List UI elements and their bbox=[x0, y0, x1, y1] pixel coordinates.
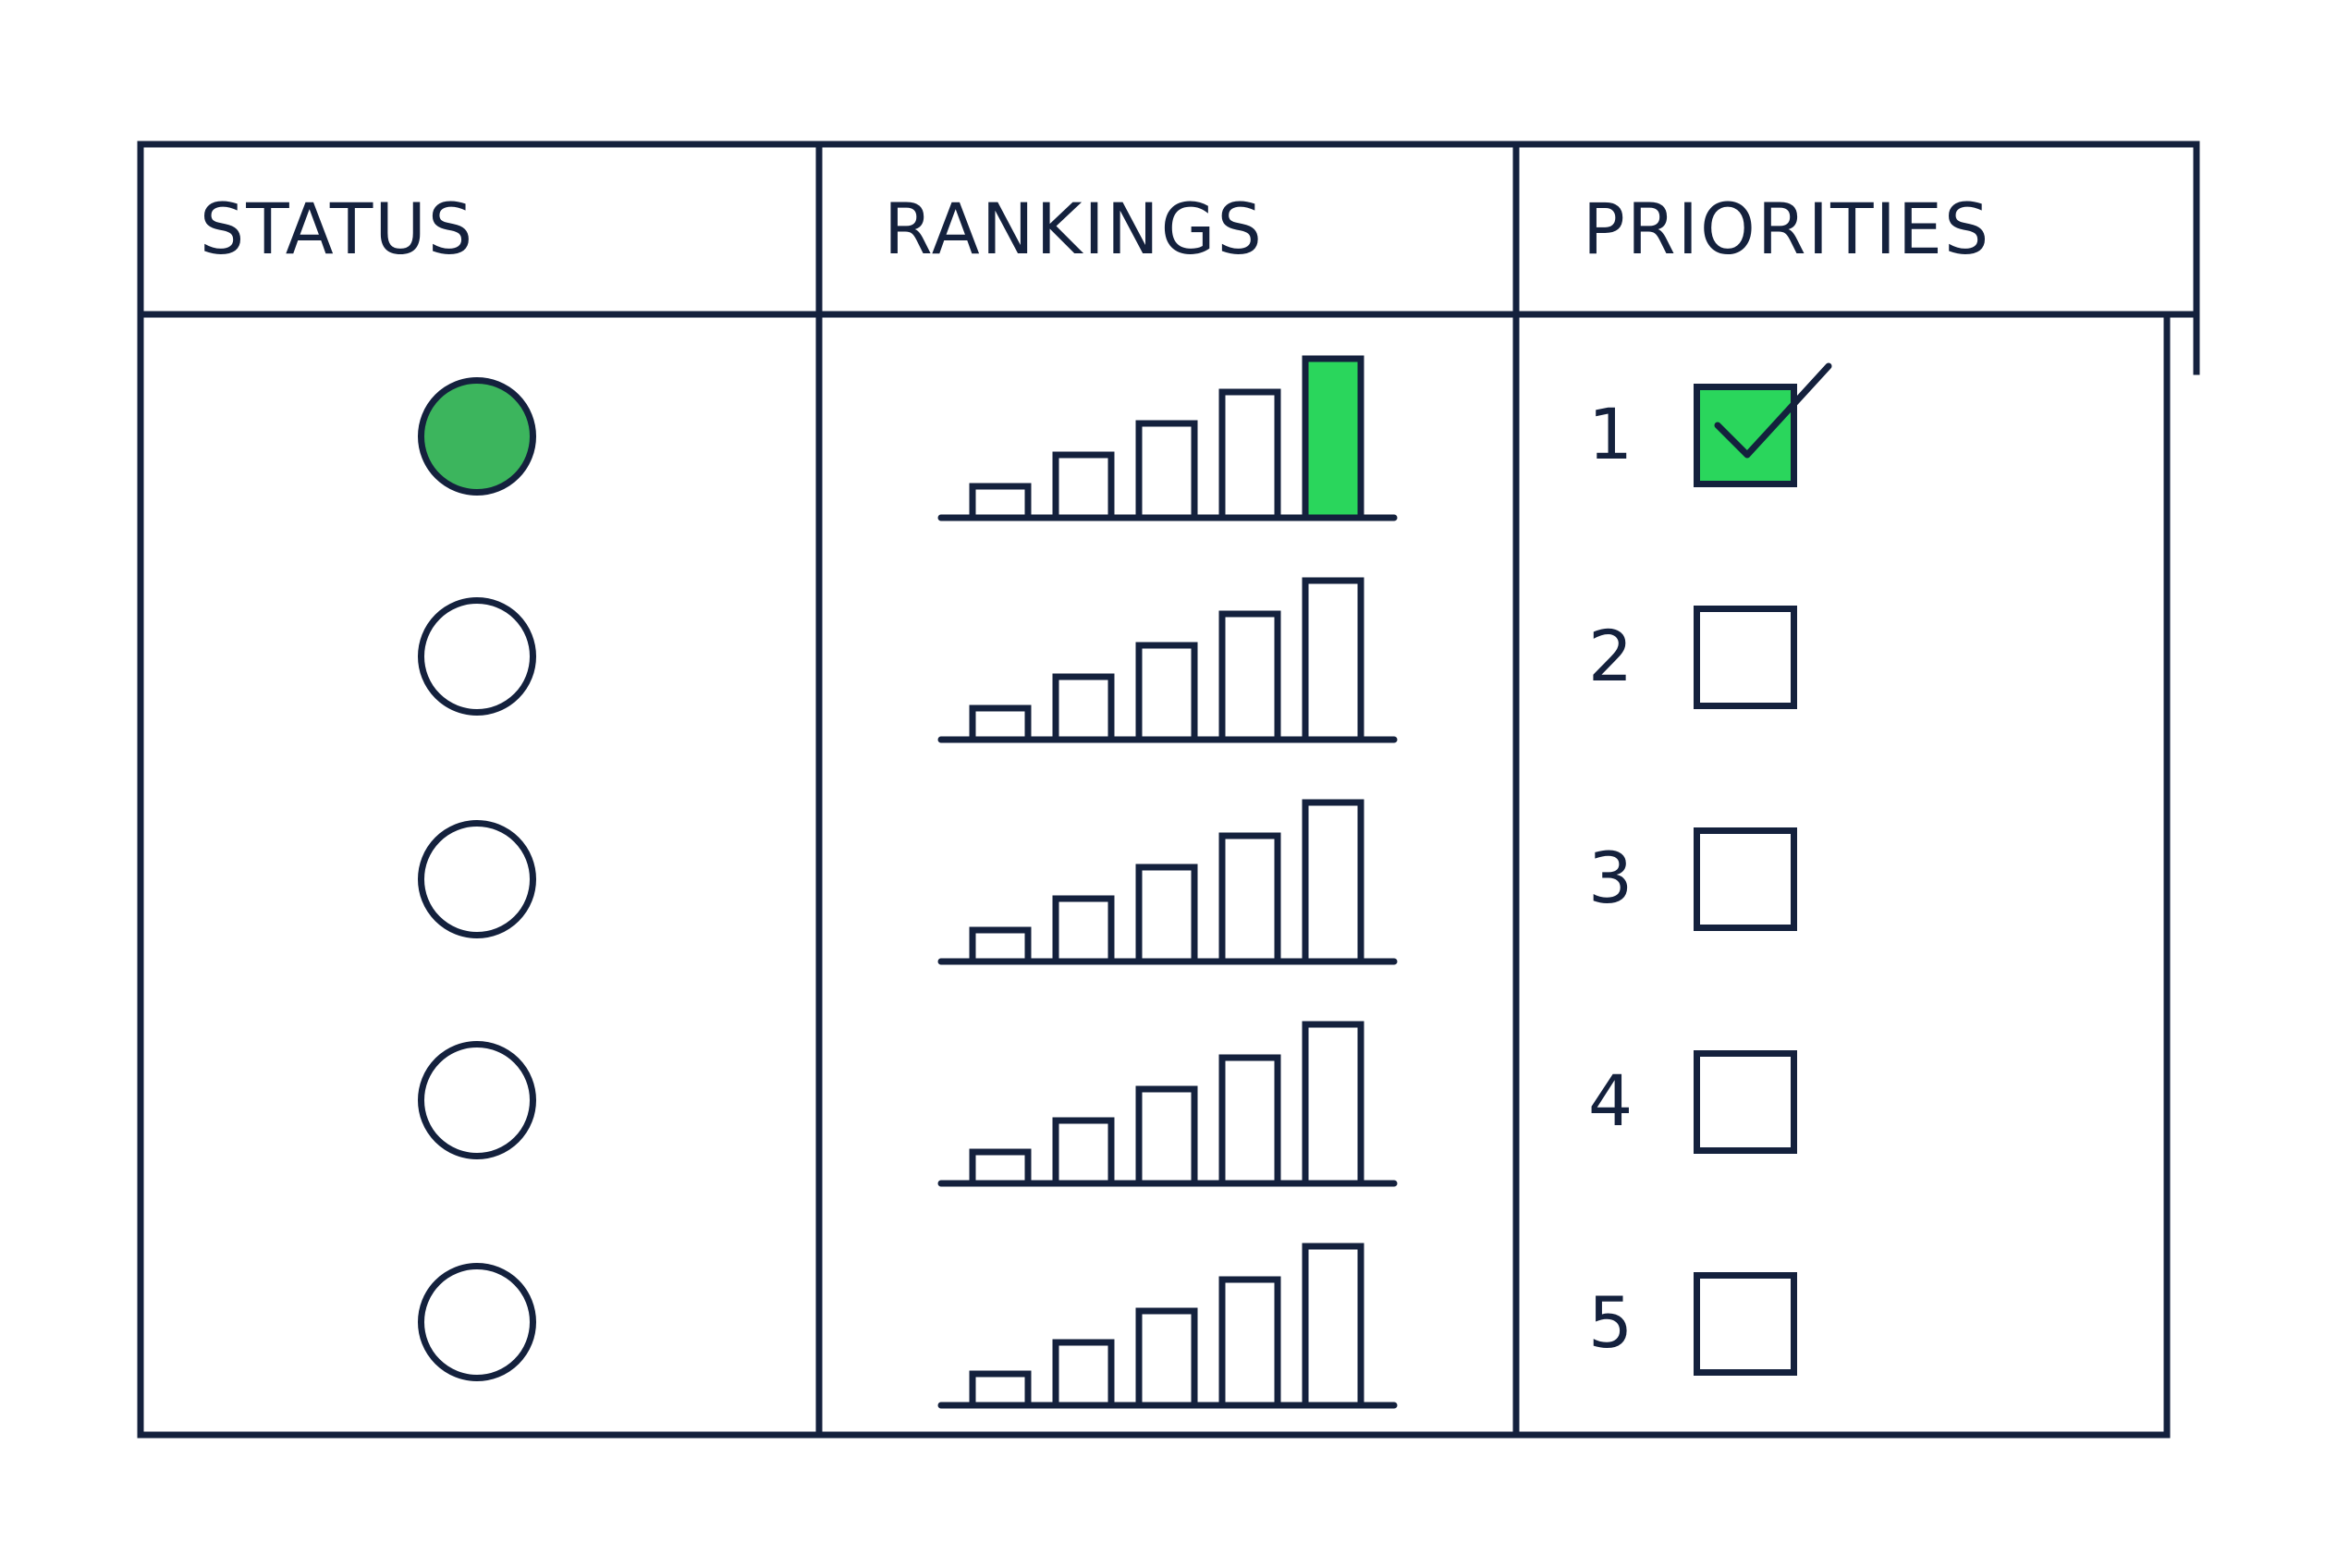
ranking-bar bbox=[1135, 420, 1198, 521]
check-icon bbox=[1714, 362, 1832, 459]
ranking-icon-1 bbox=[937, 355, 1398, 521]
ranking-bar bbox=[1052, 1117, 1115, 1187]
priority-checkbox-3[interactable] bbox=[1694, 827, 1797, 931]
ranking-icon-4 bbox=[937, 1021, 1398, 1187]
ranking-bar bbox=[1218, 1276, 1281, 1409]
header-status: STATUS bbox=[200, 188, 475, 270]
ranking-bar bbox=[1052, 895, 1115, 965]
rankings-bars bbox=[937, 355, 1398, 1409]
priority-number-4: 4 bbox=[1587, 1060, 1633, 1142]
priority-checkbox-2[interactable] bbox=[1694, 606, 1797, 709]
ranking-bar bbox=[969, 1148, 1032, 1187]
ranking-bar bbox=[1302, 355, 1364, 521]
ranking-bar bbox=[1135, 1085, 1198, 1187]
status-radio-3[interactable] bbox=[418, 820, 536, 938]
status-radio-1[interactable] bbox=[418, 377, 536, 496]
ranking-bar bbox=[1218, 388, 1281, 521]
ranking-bar bbox=[969, 1370, 1032, 1409]
ranking-icon-5 bbox=[937, 1243, 1398, 1409]
ranking-bar bbox=[1052, 1339, 1115, 1409]
ranking-icon-3 bbox=[937, 799, 1398, 965]
ranking-bar bbox=[1302, 1021, 1364, 1187]
ranking-bar bbox=[1135, 642, 1198, 743]
ranking-bar bbox=[1302, 1243, 1364, 1409]
ranking-bar bbox=[969, 926, 1032, 965]
ranking-bar bbox=[1135, 864, 1198, 965]
ranking-bar bbox=[1052, 451, 1115, 521]
status-radio-4[interactable] bbox=[418, 1041, 536, 1159]
status-radio-5[interactable] bbox=[418, 1263, 536, 1381]
ranking-bar bbox=[1218, 610, 1281, 743]
ranking-icon-2 bbox=[937, 577, 1398, 743]
ranking-bar bbox=[1052, 673, 1115, 743]
ranking-bar bbox=[1218, 832, 1281, 965]
header-priorities: PRIORITIES bbox=[1583, 188, 1991, 270]
priority-checkbox-1[interactable] bbox=[1694, 384, 1797, 487]
ranking-bar bbox=[1302, 577, 1364, 743]
priority-checkbox-5[interactable] bbox=[1694, 1272, 1797, 1376]
status-radio-2[interactable] bbox=[418, 597, 536, 716]
priority-number-5: 5 bbox=[1587, 1281, 1633, 1364]
ranking-bar bbox=[969, 483, 1032, 521]
ranking-bar bbox=[1135, 1307, 1198, 1409]
priority-checkbox-4[interactable] bbox=[1694, 1050, 1797, 1154]
ranking-bar bbox=[1302, 799, 1364, 965]
priority-number-2: 2 bbox=[1587, 615, 1633, 697]
priority-number-1: 1 bbox=[1587, 393, 1633, 475]
header-rankings: RANKINGS bbox=[884, 188, 1264, 270]
ranking-bar bbox=[969, 704, 1032, 743]
priority-number-3: 3 bbox=[1587, 837, 1633, 919]
ranking-bar bbox=[1218, 1054, 1281, 1187]
